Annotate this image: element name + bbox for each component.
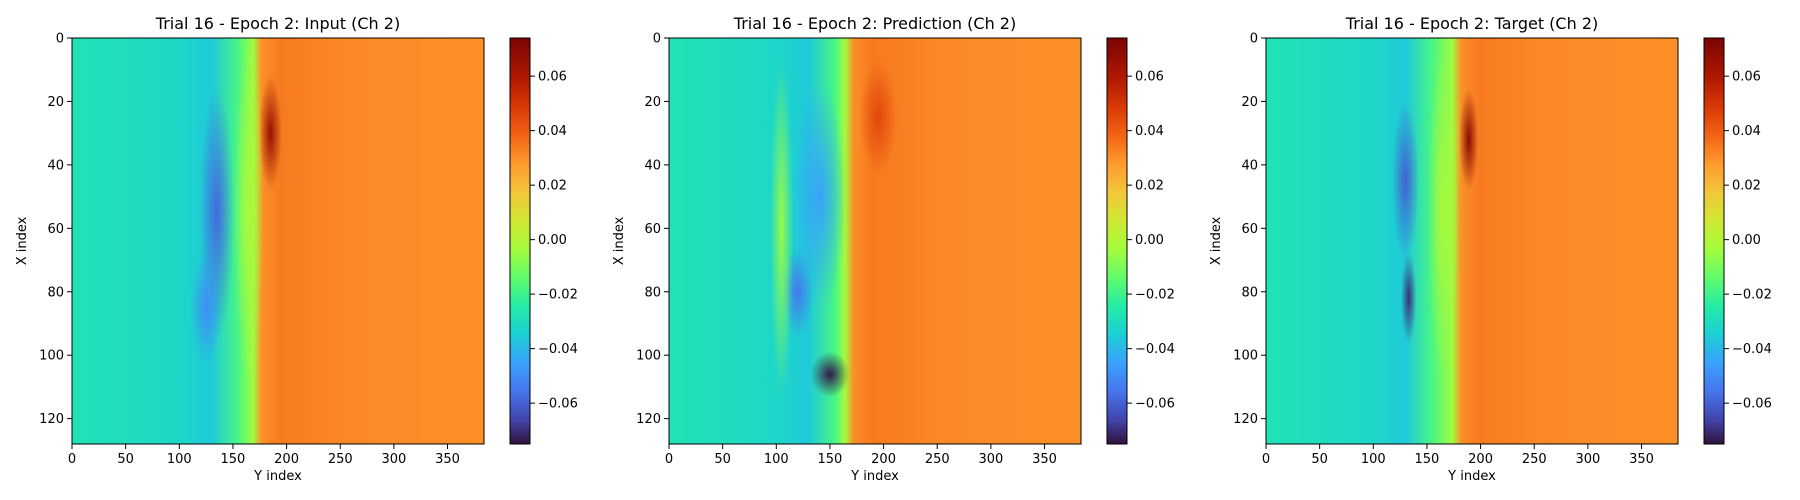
y-axis-label: X index xyxy=(15,216,30,265)
colorbar-tick-label: −0.06 xyxy=(538,397,578,412)
x-tick-label: 150 xyxy=(221,452,246,467)
y-tick-label: 60 xyxy=(1241,222,1258,237)
x-tick-label: 200 xyxy=(1468,452,1493,467)
x-tick-label: 300 xyxy=(381,452,406,467)
y-tick-label: 80 xyxy=(47,285,64,300)
chart-title: Trial 16 - Epoch 2: Target (Ch 2) xyxy=(1345,14,1598,33)
y-tick-label: 80 xyxy=(1241,285,1258,300)
heatmap-feature xyxy=(1459,88,1479,191)
y-tick-label: 100 xyxy=(636,349,661,364)
heatmap-feature xyxy=(792,82,847,311)
y-tick-label: 20 xyxy=(1241,95,1258,110)
x-tick-label: 200 xyxy=(871,452,896,467)
y-tick-label: 0 xyxy=(653,32,661,47)
x-tick-label: 250 xyxy=(328,452,353,467)
heatmap-feature xyxy=(810,351,850,398)
y-tick-label: 80 xyxy=(644,285,661,300)
colorbar-tick-label: 0.06 xyxy=(1732,70,1761,85)
x-tick-label: 0 xyxy=(68,452,76,467)
colorbar-tick-label: −0.02 xyxy=(1135,288,1175,303)
x-tick-label: 50 xyxy=(1311,452,1328,467)
x-tick-label: 150 xyxy=(818,452,843,467)
y-axis-label: X index xyxy=(1209,216,1224,265)
y-tick-label: 60 xyxy=(644,222,661,237)
y-tick-label: 60 xyxy=(47,222,64,237)
y-axis-label: X index xyxy=(612,216,627,265)
colorbar-tick-label: 0.04 xyxy=(1732,124,1761,139)
x-tick-label: 50 xyxy=(117,452,134,467)
y-tick-label: 100 xyxy=(39,349,64,364)
x-tick-label: 300 xyxy=(978,452,1003,467)
heatmap-feature xyxy=(233,41,265,384)
colorbar xyxy=(1703,37,1725,445)
heatmap-panel-1: Trial 16 - Epoch 2: Input (Ch 2) 0 50 100 15… xyxy=(15,14,578,484)
y-tick-label: 120 xyxy=(636,412,661,427)
colorbar-tick-label: 0.00 xyxy=(1135,233,1164,248)
x-tick-label: 300 xyxy=(1575,452,1600,467)
colorbar xyxy=(509,37,531,445)
x-axis-label: Y index xyxy=(850,469,899,484)
plot-frame xyxy=(1265,37,1679,445)
y-tick-label: 40 xyxy=(47,158,64,173)
colorbar-tick-label: −0.04 xyxy=(1732,342,1772,357)
y-tick-label: 40 xyxy=(644,158,661,173)
heatmap-feature xyxy=(190,250,222,365)
y-tick-label: 20 xyxy=(644,95,661,110)
y-tick-label: 40 xyxy=(1241,158,1258,173)
heatmap-feature xyxy=(858,60,898,175)
x-tick-label: 250 xyxy=(925,452,950,467)
colorbar-tick-label: 0.06 xyxy=(538,70,567,85)
colorbar-tick-label: 0.00 xyxy=(1732,233,1761,248)
chart-title: Trial 16 - Epoch 2: Prediction (Ch 2) xyxy=(733,14,1016,33)
heatmap-feature xyxy=(770,57,794,400)
x-tick-label: 0 xyxy=(665,452,673,467)
colorbar-tick-label: 0.06 xyxy=(1135,70,1164,85)
y-tick-label: 0 xyxy=(1250,32,1258,47)
x-tick-label: 250 xyxy=(1522,452,1547,467)
heatmap-panel-3: Trial 16 - Epoch 2: Target (Ch 2) 0 50 100 1… xyxy=(1209,14,1772,484)
x-tick-label: 50 xyxy=(714,452,731,467)
x-axis-label: Y index xyxy=(1447,469,1496,484)
colorbar-tick-label: 0.04 xyxy=(1135,124,1164,139)
heatmap-feature xyxy=(258,76,283,191)
colorbar-tick-label: −0.04 xyxy=(1135,342,1175,357)
colorbar-tick-label: −0.04 xyxy=(538,342,578,357)
colorbar-tick-label: 0.02 xyxy=(1732,179,1761,194)
colorbar-tick-label: 0.02 xyxy=(1135,179,1164,194)
colorbar-tick-label: −0.06 xyxy=(1135,397,1175,412)
y-tick-label: 120 xyxy=(39,412,64,427)
x-axis-label: Y index xyxy=(253,469,302,484)
y-tick-label: 20 xyxy=(47,95,64,110)
x-tick-label: 100 xyxy=(1361,452,1386,467)
plot-frame xyxy=(71,37,485,445)
plot-frame xyxy=(668,37,1082,445)
heatmap-feature xyxy=(1400,252,1417,344)
chart-title: Trial 16 - Epoch 2: Input (Ch 2) xyxy=(155,14,400,33)
colorbar-tick-label: 0.04 xyxy=(538,124,567,139)
colorbar-tick-label: −0.02 xyxy=(538,288,578,303)
x-tick-label: 200 xyxy=(274,452,299,467)
x-tick-label: 350 xyxy=(1032,452,1057,467)
x-tick-label: 0 xyxy=(1262,452,1270,467)
y-tick-label: 120 xyxy=(1233,412,1258,427)
y-tick-label: 0 xyxy=(56,32,64,47)
heatmap-feature xyxy=(1391,100,1419,261)
x-tick-label: 150 xyxy=(1415,452,1440,467)
colorbar xyxy=(1106,37,1128,445)
x-tick-label: 100 xyxy=(167,452,192,467)
heatmap-feature xyxy=(1427,41,1459,384)
y-tick-label: 100 xyxy=(1233,349,1258,364)
colorbar-tick-label: 0.02 xyxy=(538,179,567,194)
colorbar-tick-label: 0.00 xyxy=(538,233,567,248)
x-tick-label: 350 xyxy=(435,452,460,467)
colorbar-tick-label: −0.06 xyxy=(1732,397,1772,412)
x-tick-label: 350 xyxy=(1629,452,1654,467)
colorbar-tick-label: −0.02 xyxy=(1732,288,1772,303)
heatmap-panel-2: Trial 16 - Epoch 2: Prediction (Ch 2) 0 50… xyxy=(612,14,1175,484)
x-tick-label: 100 xyxy=(764,452,789,467)
